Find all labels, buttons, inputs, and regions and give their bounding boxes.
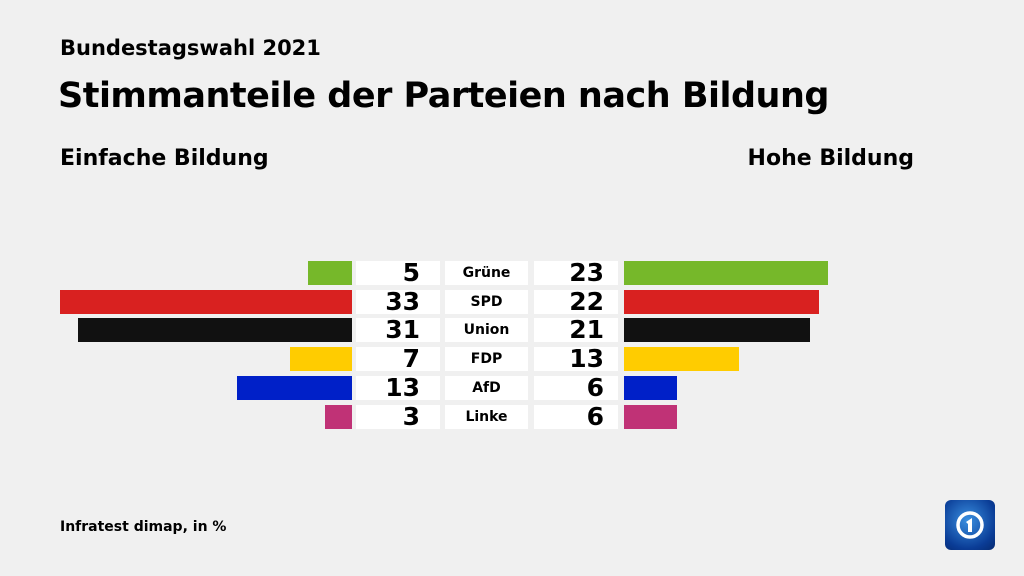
category-label-3: FDP	[445, 347, 528, 372]
bar-left-1	[59, 289, 352, 314]
bar-right-1	[624, 289, 819, 314]
value-left-3: 7	[356, 346, 440, 372]
chart-title: Stimmanteile der Parteien nach Bildung	[58, 76, 829, 116]
category-label-5: Linke	[445, 404, 528, 429]
value-right-0: 23	[534, 260, 618, 285]
category-label-4: AfD	[445, 375, 528, 400]
bar-left-5	[325, 404, 352, 429]
value-right-1: 22	[534, 289, 618, 314]
supertitle: Bundestagswahl 2021	[60, 36, 321, 60]
value-left-1: 33	[356, 289, 440, 314]
value-left-0: 5	[356, 260, 440, 285]
bar-left-2	[77, 318, 352, 343]
value-left-5: 3	[356, 404, 440, 429]
bar-right-4	[624, 375, 678, 400]
category-label-0: Grüne	[445, 261, 528, 285]
bar-left-0	[307, 261, 352, 285]
bar-right-3	[624, 347, 740, 372]
value-left-2: 31	[356, 317, 440, 343]
left-series-heading: Einfache Bildung	[60, 146, 269, 171]
bar-left-3	[290, 347, 352, 372]
value-right-4: 6	[534, 375, 618, 400]
bar-right-5	[624, 404, 678, 429]
category-label-1: SPD	[445, 289, 528, 314]
value-right-2: 21	[534, 317, 618, 343]
category-label-2: Union	[445, 318, 528, 343]
value-left-4: 13	[356, 375, 440, 400]
ard-logo	[945, 500, 995, 550]
bar-right-2	[624, 318, 810, 343]
value-right-3: 13	[534, 346, 618, 372]
value-right-5: 6	[534, 404, 618, 429]
source-note: Infratest dimap, in %	[60, 519, 227, 535]
bar-right-0	[624, 261, 828, 285]
right-series-heading: Hohe Bildung	[747, 146, 914, 171]
bar-left-4	[236, 375, 352, 400]
